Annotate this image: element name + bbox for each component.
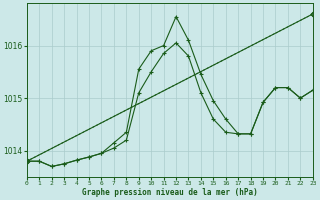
X-axis label: Graphe pression niveau de la mer (hPa): Graphe pression niveau de la mer (hPa) [82,188,258,197]
